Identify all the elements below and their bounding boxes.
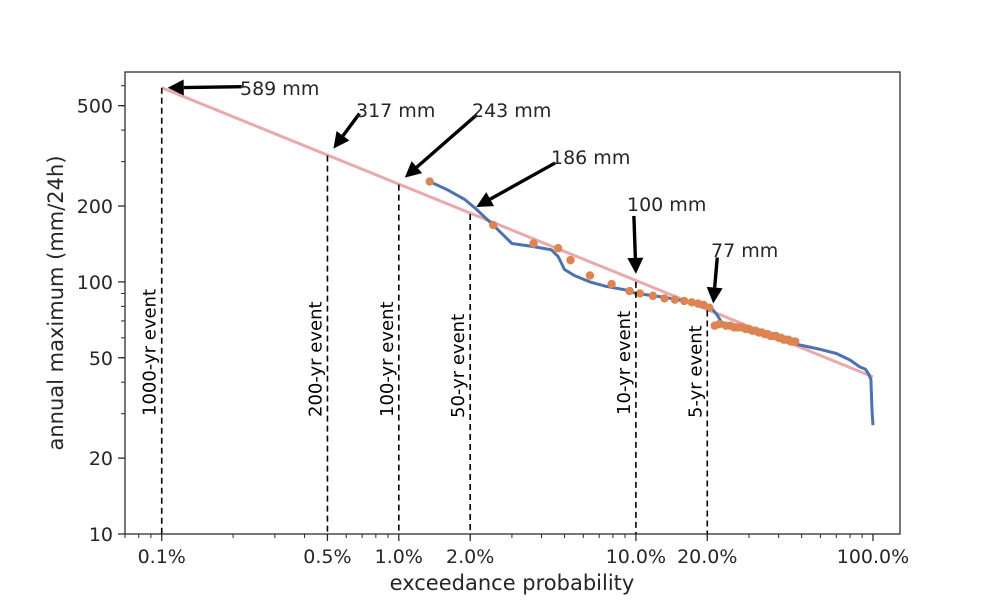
y-tick-label: 20 [89,448,113,470]
observed-point [585,271,595,280]
x-axis: 0.1% 0.5% 1.0% 2.0% 10.0% 20.0% 100.0% [124,534,909,568]
annotation-arrow-shaft [341,112,361,137]
annotation-arrow-shaft [712,257,719,288]
return-period-value-label: 77 mm [711,240,778,262]
return-period-value-label: 589 mm [240,78,319,100]
x-axis-label: exceedance probability [390,571,635,595]
y-axis: 10 20 50 100 200 500 [77,85,125,546]
observed-point [553,244,563,253]
observed-point [566,255,575,265]
return-period-value-label: 317 mm [356,100,435,122]
return-period-event-label: 5-yr event [685,325,706,418]
return-period-value-label: 100 mm [627,194,706,216]
observed-point [425,177,434,186]
return-period-event-label: 50-yr event [448,314,469,418]
observed-point [635,289,645,298]
annotation-arrow-shaft [489,161,557,201]
observed-point [687,298,696,307]
annotation-arrow-head [706,286,723,304]
return-period-value-label: 243 mm [472,100,551,122]
observed-point [680,296,689,306]
annotation-arrow-head [404,161,423,178]
observed-point [529,239,538,248]
annotation-arrow-head [476,192,495,207]
return-period-event-label: 1000-yr event [140,289,161,416]
y-tick-label: 100 [77,272,113,294]
y-axis-label: annual maximum (mm/24h) [44,155,68,450]
annotation-arrow-head [167,79,184,96]
y-tick-label: 500 [77,96,113,118]
x-tick-label: 2.0% [446,546,494,568]
annotation-arrow-head [627,257,644,274]
observed-point [648,291,658,301]
return-period-event-label: 10-yr event [614,311,635,415]
plot-area: 1000-yr event 589 mm 200-yr event 317 mm 100… [140,78,875,534]
x-tick-label: 0.1% [138,546,186,568]
x-tick-label: 1.0% [375,546,423,568]
y-tick-label: 200 [77,196,113,218]
annotation-arrow-shaft [183,85,242,90]
observed-point [607,279,616,289]
return-period-event-label: 200-yr event [305,301,326,417]
observed-point [625,286,634,296]
y-tick-label: 10 [89,524,113,546]
observed-point [705,303,714,312]
observed-point [670,295,680,304]
observed-point [791,337,800,346]
axes-frame [124,71,901,535]
annotation-arrow-head [333,130,350,149]
x-tick-label: 10.0% [606,546,666,568]
observed-point [715,319,724,329]
y-tick-label: 50 [89,348,113,370]
observed-point [660,294,669,303]
x-tick-label: 20.0% [677,546,737,568]
x-tick-label: 100.0% [837,546,909,568]
annotation-arrow-shaft [415,113,478,169]
annotation-arrow-shaft [632,215,638,258]
observed-point [488,220,498,230]
return-period-value-label: 186 mm [551,147,630,169]
return-period-event-label: 100-yr event [377,301,398,417]
x-tick-label: 0.5% [303,546,351,568]
